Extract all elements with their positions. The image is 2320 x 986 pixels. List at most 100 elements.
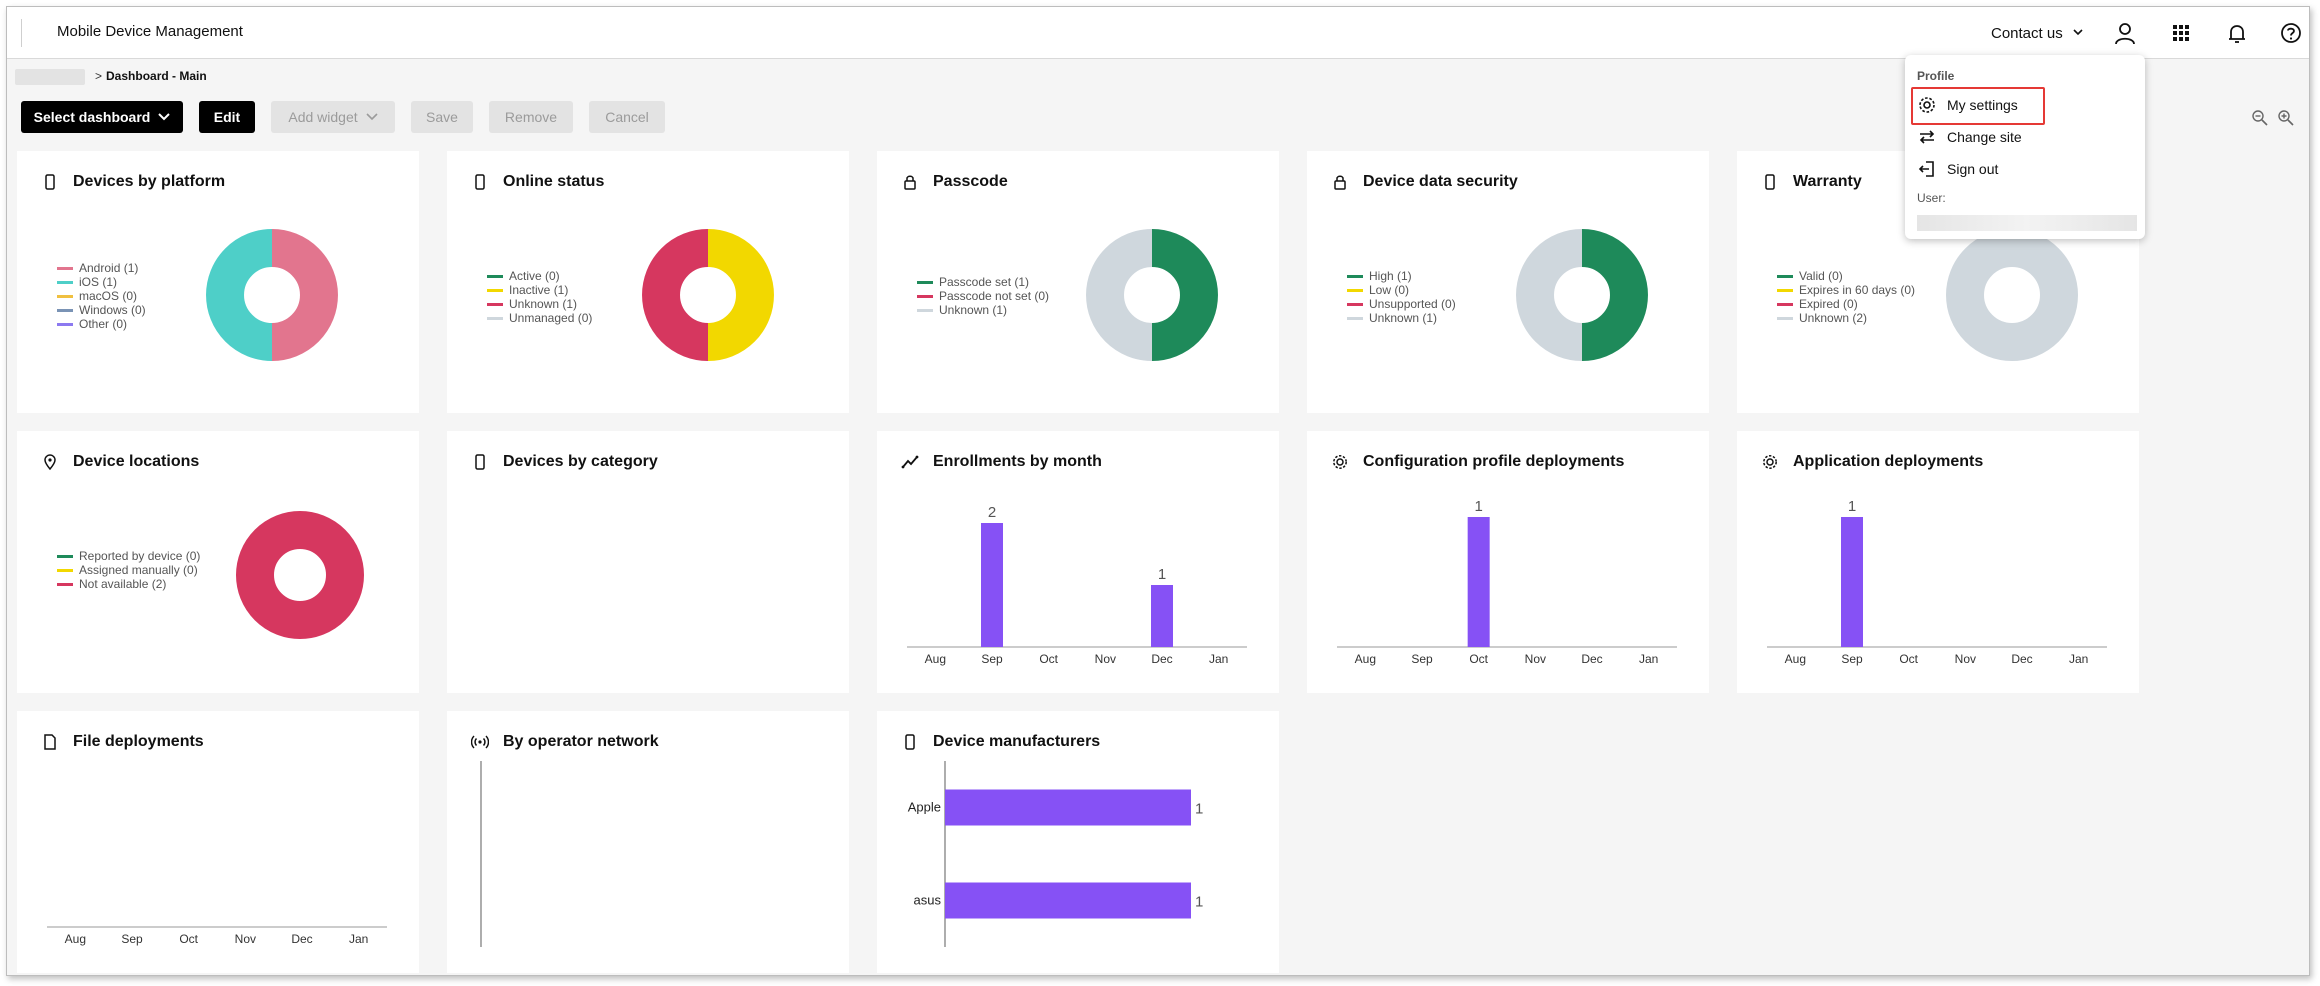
top-bar: Mobile Device Management Contact us bbox=[7, 7, 2309, 59]
donut-slice bbox=[706, 229, 774, 361]
legend-label: Valid (0) bbox=[1799, 269, 1843, 283]
bar-chart: Aug Sep Oct 1 Nov Dec Jan bbox=[1337, 498, 1677, 666]
legend-item: Assigned manually (0) bbox=[57, 563, 200, 577]
x-tick-label: Jan bbox=[1209, 652, 1228, 666]
x-tick-label: Nov bbox=[235, 932, 256, 946]
widget-title: Warranty bbox=[1793, 173, 1862, 190]
legend-item: Windows (0) bbox=[57, 303, 146, 317]
x-tick-label: Dec bbox=[2011, 652, 2032, 666]
cancel-button[interactable]: Cancel bbox=[589, 101, 665, 133]
bar-chart: Aug Sep Oct Nov Dec Jan bbox=[47, 926, 387, 946]
swap-icon bbox=[1919, 130, 1935, 144]
legend-label: Unknown (1) bbox=[1369, 311, 1438, 325]
legend-label: Unmanaged (0) bbox=[509, 311, 593, 325]
legend-label: High (1) bbox=[1369, 269, 1412, 283]
donut-chart bbox=[642, 229, 774, 361]
chevron-down-icon bbox=[2073, 23, 2083, 40]
donut-slice bbox=[270, 229, 338, 361]
change-site-menu-item[interactable]: Change site bbox=[1917, 127, 2022, 147]
bar bbox=[1467, 517, 1490, 647]
x-tick-label: Sep bbox=[981, 652, 1003, 666]
legend-label: Reported by device (0) bbox=[79, 549, 201, 563]
legend: Android (1) iOS (1) macOS (0) Windows (0… bbox=[57, 261, 146, 331]
legend-item: Android (1) bbox=[57, 261, 146, 275]
x-tick-label: Aug bbox=[1355, 652, 1376, 666]
breadcrumb: > Dashboard - Main bbox=[15, 69, 207, 85]
bell-icon[interactable] bbox=[2223, 19, 2251, 47]
sign-out-menu-item[interactable]: Sign out bbox=[1917, 159, 1998, 179]
app-window: Mobile Device Management Contact us > Das… bbox=[6, 6, 2310, 976]
legend-item: Unknown (1) bbox=[1347, 311, 1456, 325]
legend-label: Expires in 60 days (0) bbox=[1799, 283, 1916, 297]
donut-slice bbox=[1580, 229, 1648, 361]
gear-icon bbox=[1919, 97, 1935, 113]
apps-grid-icon[interactable] bbox=[2167, 19, 2195, 47]
legend-item: Expires in 60 days (0) bbox=[1777, 283, 1915, 297]
data-label: 1 bbox=[1195, 801, 1203, 818]
empty-chart-axis bbox=[480, 761, 482, 947]
widget-title: By operator network bbox=[503, 733, 659, 750]
x-tick-label: Sep bbox=[1411, 652, 1433, 666]
phone-icon bbox=[45, 174, 55, 190]
legend-item: Other (0) bbox=[57, 317, 146, 331]
donut-chart bbox=[206, 229, 338, 361]
legend-item: High (1) bbox=[1347, 269, 1456, 283]
select-dashboard-button[interactable]: Select dashboard bbox=[21, 101, 183, 133]
legend-label: Low (0) bbox=[1369, 283, 1410, 297]
legend-label: Other (0) bbox=[79, 317, 128, 331]
widget-title: Online status bbox=[503, 173, 605, 190]
legend-label: Unknown (1) bbox=[509, 297, 578, 311]
my-settings-menu-item[interactable]: My settings bbox=[1917, 95, 2018, 115]
legend-label: Active (0) bbox=[509, 269, 560, 283]
widget-online-status: Online status Active (0) Inactive (1) Un… bbox=[447, 151, 849, 413]
legend-item: macOS (0) bbox=[57, 289, 146, 303]
zoom-out-icon[interactable] bbox=[2251, 109, 2269, 127]
x-tick-label: Jan bbox=[349, 932, 368, 946]
lock-icon bbox=[1334, 175, 1346, 190]
data-label: 1 bbox=[1195, 894, 1203, 911]
widget-title: File deployments bbox=[73, 733, 204, 750]
x-tick-label: Oct bbox=[179, 932, 198, 946]
legend: Passcode set (1) Passcode not set (0) Un… bbox=[917, 275, 1049, 317]
x-tick-label: Aug bbox=[1785, 652, 1806, 666]
x-tick-label: Dec bbox=[1581, 652, 1602, 666]
edit-button[interactable]: Edit bbox=[199, 101, 255, 133]
breadcrumb-placeholder[interactable] bbox=[15, 69, 85, 85]
trend-line-icon bbox=[901, 455, 919, 469]
add-widget-button[interactable]: Add widget bbox=[271, 101, 395, 133]
zoom-in-icon[interactable] bbox=[2277, 109, 2295, 127]
contact-us-button[interactable]: Contact us bbox=[1991, 23, 2083, 42]
remove-button[interactable]: Remove bbox=[489, 101, 573, 133]
widget-devices-by-platform: Devices by platform Android (1) iOS (1) … bbox=[17, 151, 419, 413]
donut-slice bbox=[206, 229, 274, 361]
legend-label: Unsupported (0) bbox=[1369, 297, 1456, 311]
save-button[interactable]: Save bbox=[411, 101, 473, 133]
legend-item: Unknown (1) bbox=[917, 303, 1049, 317]
legend-item: Unknown (2) bbox=[1777, 311, 1915, 325]
bar bbox=[981, 523, 1003, 647]
help-icon[interactable] bbox=[2277, 19, 2305, 47]
user-icon[interactable] bbox=[2111, 19, 2139, 47]
x-tick-label: Dec bbox=[1151, 652, 1172, 666]
widget-title: Device manufacturers bbox=[933, 733, 1101, 750]
x-tick-label: Jan bbox=[2069, 652, 2088, 666]
breadcrumb-current: Dashboard - Main bbox=[106, 69, 207, 84]
widget-enrollments-by-month: Enrollments by month Aug Sep 2 Oct Nov Dec 1 Ja… bbox=[877, 431, 1279, 693]
x-tick-label: Oct bbox=[1899, 652, 1918, 666]
bar-chart: Aug Sep 1 Oct Nov Dec Jan bbox=[1767, 498, 2107, 666]
highlight-box bbox=[1911, 87, 2045, 125]
profile-menu: Profile My settings Change site Sign out… bbox=[1905, 55, 2145, 239]
donut-chart bbox=[1516, 229, 1648, 361]
legend-item: Unsupported (0) bbox=[1347, 297, 1456, 311]
horizontal-bar-chart: Apple 1 asus 1 bbox=[908, 761, 1203, 947]
select-dashboard-label: Select dashboard bbox=[33, 109, 151, 125]
sign-out-icon bbox=[1918, 161, 1934, 177]
app-title: Mobile Device Management bbox=[57, 23, 243, 40]
legend-item: Not available (2) bbox=[57, 577, 200, 591]
data-label: 1 bbox=[1848, 498, 1856, 515]
widget-device-locations: Device locations Reported by device (0) … bbox=[17, 431, 419, 693]
legend-item: Inactive (1) bbox=[487, 283, 592, 297]
y-tick-label: asus bbox=[914, 893, 942, 908]
sign-out-label: Sign out bbox=[1947, 161, 1999, 177]
widget-title: Passcode bbox=[933, 173, 1008, 190]
